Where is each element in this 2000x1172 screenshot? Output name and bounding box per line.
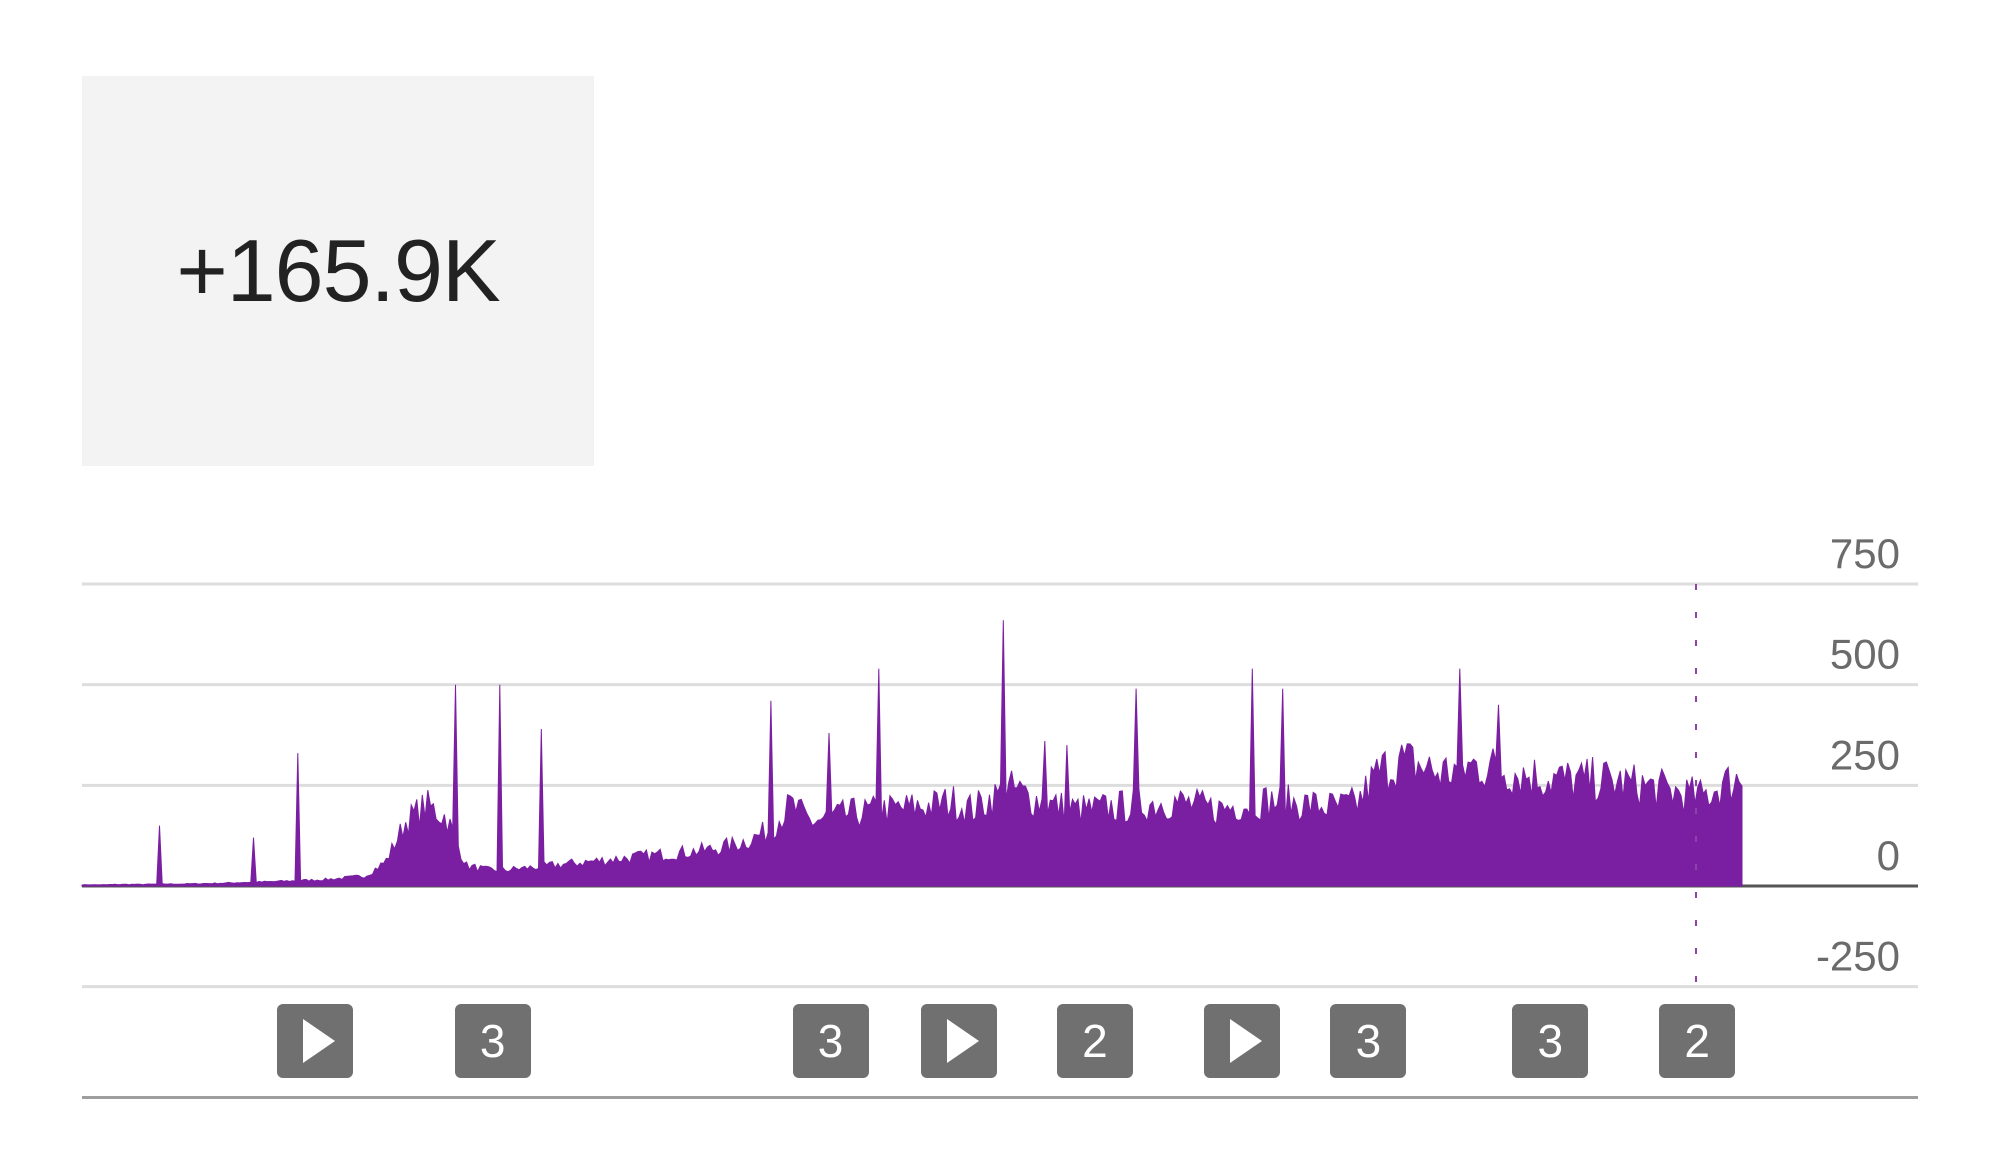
- marker-count: 3: [479, 1015, 506, 1067]
- marker-count: 3: [1537, 1015, 1564, 1067]
- y-axis: 750 500 250 0 -250: [1816, 530, 1900, 980]
- count-marker-6[interactable]: 3: [1330, 1004, 1407, 1078]
- marker-count: 2: [1082, 1015, 1108, 1067]
- count-marker-1[interactable]: 3: [454, 1004, 531, 1078]
- play-icon: [947, 1019, 980, 1063]
- video-marker-3[interactable]: [921, 1004, 998, 1078]
- y-tick-label: 500: [1830, 631, 1900, 678]
- count-marker-7[interactable]: 3: [1512, 1004, 1589, 1078]
- count-marker-8[interactable]: 2: [1659, 1004, 1736, 1078]
- series-area: [81, 620, 1743, 887]
- play-icon: [1229, 1019, 1262, 1063]
- marker-count: 3: [817, 1015, 844, 1067]
- video-marker-5[interactable]: [1203, 1004, 1280, 1078]
- y-tick-label: 250: [1830, 731, 1900, 778]
- marker-count: 3: [1355, 1015, 1382, 1067]
- bottom-divider: [82, 1096, 1918, 1099]
- y-tick-label: -250: [1816, 933, 1900, 980]
- y-tick-label: 750: [1830, 530, 1900, 577]
- count-marker-4[interactable]: 2: [1056, 1004, 1133, 1078]
- summary-card: +165.9K: [82, 76, 594, 466]
- video-marker-0[interactable]: [276, 1004, 353, 1078]
- marker-count: 2: [1684, 1015, 1710, 1067]
- count-marker-2[interactable]: 3: [792, 1004, 869, 1078]
- summary-value: +165.9K: [176, 221, 500, 320]
- play-icon: [302, 1019, 335, 1063]
- series-area-path: [81, 620, 1743, 887]
- y-tick-label: 0: [1877, 832, 1900, 879]
